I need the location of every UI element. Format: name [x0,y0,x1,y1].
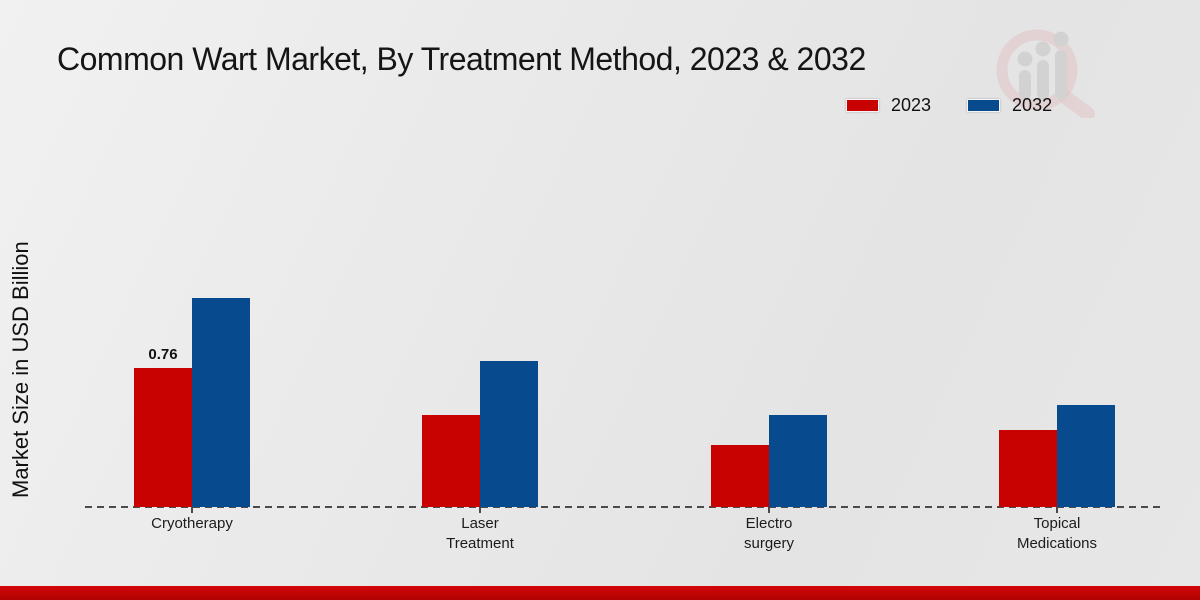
x-axis-tick [479,507,481,513]
bar-2023-electro-surgery [711,445,769,507]
legend: 2023 2032 [846,95,1052,116]
x-axis-tick [768,507,770,513]
magnifier-chart-logo-icon [996,29,1095,118]
bar-2032-laser-treatment [480,361,538,507]
legend-label-2032: 2032 [1012,95,1053,115]
x-axis-line [85,506,1163,508]
legend-label-2023: 2023 [891,95,932,115]
legend-swatch-2032-icon [967,99,1001,112]
bar-2032-cryotherapy [192,298,250,507]
page-title: Common Wart Market, By Treatment Method,… [57,41,866,77]
x-axis-tick [1056,507,1058,513]
value-label: 0.76 [148,346,178,363]
category-label-electro-surgery: Electro surgery [743,515,795,553]
category-label-cryotherapy: Cryotherapy [151,515,233,532]
bar-2032-electro-surgery [769,415,827,507]
bar-2032-topical-medications [1057,405,1115,507]
footer-red-stripe [0,586,1200,600]
bar-2023-laser-treatment [422,415,480,507]
legend-swatch-2023-icon [846,99,879,112]
category-label-topical-medications: Topical Medications [1016,515,1098,553]
legend-item-2032: 2032 [967,95,1052,116]
bar-2023-cryotherapy [134,368,192,507]
bar-2023-topical-medications [999,430,1057,507]
category-label-laser-treatment: Laser Treatment [446,515,514,553]
legend-item-2023: 2023 [846,95,931,116]
x-axis-tick [191,507,193,513]
